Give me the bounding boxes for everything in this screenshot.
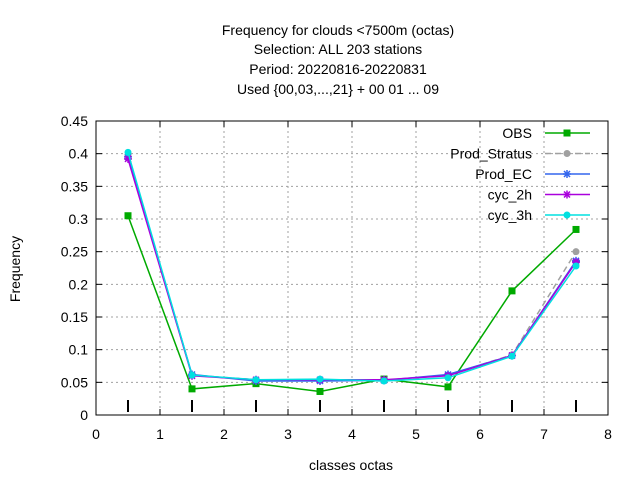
data-point	[572, 262, 580, 270]
legend-marker	[563, 129, 571, 137]
x-tick-label: 5	[412, 426, 420, 442]
legend-label: OBS	[502, 125, 532, 141]
legend: OBS Prod_Stratus Prod_EC cyc_2h cyc_3h	[450, 125, 590, 223]
data-point	[124, 148, 132, 156]
title-line-2: Selection: ALL 203 stations	[254, 41, 422, 57]
y-axis-ticks: 0 0.05 0.1 0.15 0.2 0.25 0.3 0.35 0.4 0.45	[61, 113, 608, 423]
title-line-4: Used {00,03,...,21} + 00 01 ... 09	[237, 81, 439, 97]
x-tick-label: 6	[476, 426, 484, 442]
legend-marker	[563, 150, 571, 157]
x-axis-label: classes octas	[309, 457, 393, 473]
title-line-1: Frequency for clouds <7500m (octas)	[222, 22, 454, 38]
data-point	[252, 376, 260, 384]
x-tick-label: 7	[540, 426, 548, 442]
data-point	[380, 377, 388, 385]
legend-marker	[563, 190, 571, 199]
y-tick-label: 0.1	[69, 342, 89, 358]
data-point	[188, 371, 196, 379]
y-tick-label: 0.45	[61, 113, 88, 129]
x-tick-label: 8	[604, 426, 612, 442]
data-point	[508, 352, 516, 360]
y-tick-label: 0.4	[69, 146, 89, 162]
x-tick-label: 4	[348, 426, 356, 442]
data-point	[444, 383, 452, 391]
series-group	[124, 148, 580, 395]
data-point	[572, 248, 580, 256]
legend-label: cyc_2h	[488, 187, 532, 203]
x-tick-label: 3	[284, 426, 292, 442]
data-point	[444, 374, 452, 382]
x-axis-ticks: 0 1 2 3 4 5 6 7 8	[92, 121, 612, 442]
y-tick-label: 0.05	[61, 374, 88, 390]
legend-label: Prod_EC	[475, 166, 532, 182]
data-point	[572, 225, 580, 233]
grid-lines	[96, 121, 608, 415]
y-tick-label: 0.25	[61, 244, 88, 260]
legend-marker	[563, 170, 571, 178]
legend-item: cyc_2h	[488, 187, 590, 203]
y-tick-label: 0	[80, 407, 88, 423]
legend-item: Prod_EC	[475, 166, 590, 182]
data-point	[508, 287, 516, 295]
legend-item: cyc_3h	[488, 207, 590, 223]
legend-marker	[563, 211, 571, 219]
y-tick-label: 0.3	[69, 211, 89, 227]
data-point	[316, 387, 324, 395]
series-line	[127, 152, 577, 382]
series-line	[127, 215, 577, 393]
legend-item: Prod_Stratus	[450, 146, 590, 162]
data-point	[188, 385, 196, 393]
chart-title: Frequency for clouds <7500m (octas) Sele…	[222, 22, 454, 97]
data-point	[316, 375, 324, 383]
data-point	[124, 212, 132, 220]
legend-label: Prod_Stratus	[450, 146, 532, 162]
y-axis-label: Frequency	[7, 236, 23, 302]
x-tick-label: 1	[156, 426, 164, 442]
y-tick-label: 0.2	[69, 276, 89, 292]
x-tick-label: 2	[220, 426, 228, 442]
series-cyc-3h	[124, 148, 580, 385]
inner-ticks	[127, 400, 577, 412]
x-tick-label: 0	[92, 426, 100, 442]
legend-label: cyc_3h	[488, 207, 532, 223]
legend-item: OBS	[502, 125, 590, 141]
y-tick-label: 0.15	[61, 309, 88, 325]
title-line-3: Period: 20220816-20220831	[249, 61, 427, 77]
y-tick-label: 0.35	[61, 178, 88, 194]
